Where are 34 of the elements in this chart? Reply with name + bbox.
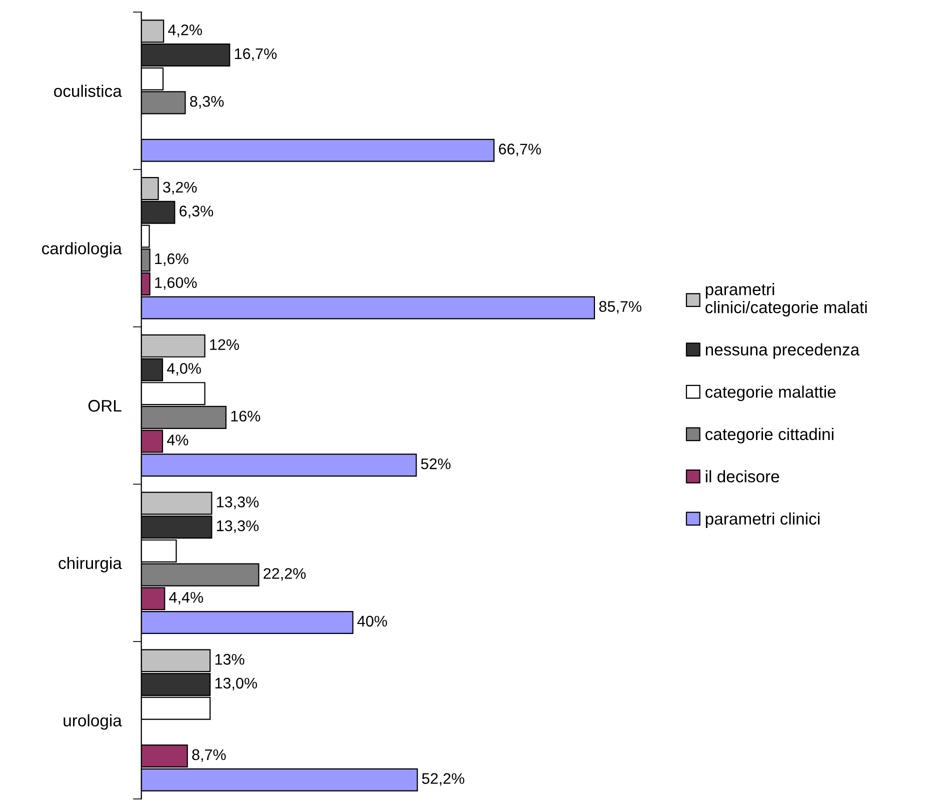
y-tick-label: oculistica [54, 84, 122, 97]
legend-label: parametri clinici [706, 512, 820, 528]
data-label: 4,4% [169, 592, 204, 605]
data-label: 6,3% [180, 206, 214, 218]
data-label: 13% [215, 654, 244, 665]
data-label: 52% [421, 458, 450, 470]
legend-label: categorie cittadini [706, 428, 834, 444]
data-label: 8,7% [192, 749, 226, 762]
legend-label: nessuna precedenza [706, 343, 860, 359]
data-label: 8,3% [190, 96, 224, 109]
data-label: 16,7% [234, 48, 277, 61]
legend-label: categorie malattie [706, 386, 836, 402]
legend-label: il decisore [706, 470, 780, 482]
data-label: 12% [210, 339, 240, 350]
data-label: 52,2% [422, 773, 464, 786]
y-tick-label: urologia [64, 714, 122, 730]
data-label: 40% [357, 616, 388, 627]
data-label: 13,3% [217, 496, 259, 510]
data-label: 22,2% [264, 568, 306, 581]
data-label: 16% [231, 410, 260, 422]
data-label: 13,0% [215, 678, 258, 690]
data-label: 4,0% [167, 363, 201, 376]
legend-label: parametri clinici/categorie malati [706, 283, 867, 317]
data-label: 66,7% [498, 144, 541, 156]
data-label: 1,6% [155, 253, 188, 266]
y-tick-label: ORL [88, 400, 122, 412]
data-label: 4% [167, 434, 188, 446]
data-label: 85,7% [599, 301, 642, 314]
y-tick-label: cardiologia [42, 242, 122, 258]
data-label: 1,60% [155, 277, 197, 290]
data-label: 4,2% [168, 24, 202, 38]
data-label: 13,3% [217, 520, 259, 534]
y-tick-label: chirurgia [58, 556, 122, 572]
data-label: 3,2% [163, 182, 197, 194]
